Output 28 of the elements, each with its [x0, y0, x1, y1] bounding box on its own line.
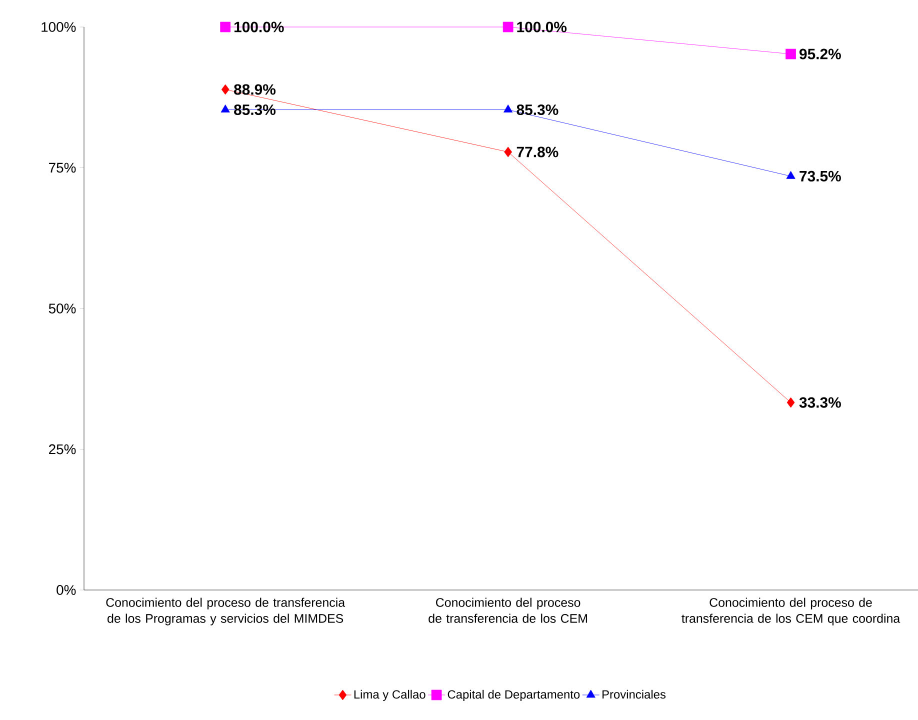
legend-label: Lima y Callao	[354, 690, 426, 702]
y-tick-label: 100%	[42, 22, 76, 32]
data-label: 95.2%	[800, 48, 841, 60]
point	[220, 104, 230, 112]
point	[786, 397, 795, 408]
y-tick-label: 25%	[49, 444, 76, 454]
legend-label: Capital de Departamento	[448, 690, 580, 702]
point	[502, 22, 514, 32]
y-tick-label: 75%	[49, 162, 76, 173]
data-label: 33.3%	[799, 397, 841, 408]
point	[504, 146, 512, 158]
legend-label: Provinciales	[602, 690, 666, 699]
data-label: 85.3%	[516, 104, 558, 116]
x-tick-label: Conocimiento del proceso de transferencia de los CEM que coordina	[682, 598, 900, 626]
point	[221, 84, 230, 95]
y-tick-label: 0%	[56, 585, 76, 595]
x-tick-label: Conocimiento del proceso de transferencia de los Programas y servicios del MIMDES	[106, 598, 346, 626]
point	[220, 22, 231, 32]
data-label: 88.9%	[234, 84, 276, 95]
point	[786, 171, 796, 179]
data-label: 73.5%	[800, 170, 841, 182]
point	[504, 104, 513, 112]
point	[786, 48, 796, 60]
data-label: 77.8%	[516, 146, 558, 158]
y-tick-label: 50%	[48, 304, 76, 314]
x-tick-label: Conocimiento del proceso de transferencia de los CEM	[428, 598, 587, 623]
data-label: 100.0%	[234, 22, 284, 32]
data-label: 100.0%	[517, 22, 567, 32]
